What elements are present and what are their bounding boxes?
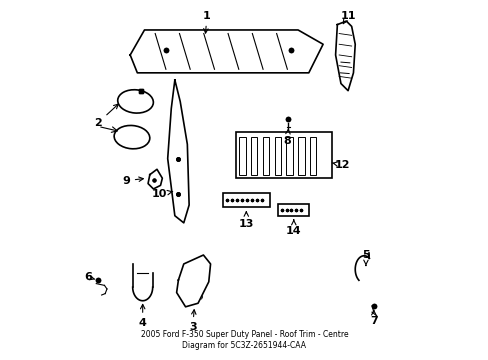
Text: 1: 1: [203, 11, 210, 33]
Text: 7: 7: [369, 310, 377, 326]
Bar: [239, 137, 245, 175]
Text: 5: 5: [362, 250, 369, 266]
Text: 9: 9: [122, 176, 143, 186]
Bar: [298, 137, 304, 175]
Text: 12: 12: [331, 160, 350, 170]
Bar: [309, 137, 316, 175]
Text: 13: 13: [238, 212, 253, 229]
Bar: [262, 137, 268, 175]
Text: 2: 2: [94, 104, 118, 128]
Text: 4: 4: [139, 305, 146, 328]
Polygon shape: [167, 80, 189, 223]
Bar: [278, 204, 308, 216]
Text: 3: 3: [188, 310, 196, 332]
Text: 2005 Ford F-350 Super Duty Panel - Roof Trim - Centre
Diagram for 5C3Z-2651944-C: 2005 Ford F-350 Super Duty Panel - Roof …: [141, 330, 347, 350]
Text: 8: 8: [283, 129, 291, 146]
Bar: [235, 132, 331, 178]
Bar: [250, 137, 257, 175]
Polygon shape: [176, 255, 210, 307]
Bar: [223, 193, 269, 207]
Text: 10: 10: [151, 189, 172, 199]
Text: 14: 14: [285, 220, 301, 236]
Polygon shape: [335, 21, 354, 91]
Bar: [285, 137, 292, 175]
Bar: [274, 137, 281, 175]
Text: 6: 6: [84, 272, 95, 282]
Text: 11: 11: [340, 11, 355, 24]
